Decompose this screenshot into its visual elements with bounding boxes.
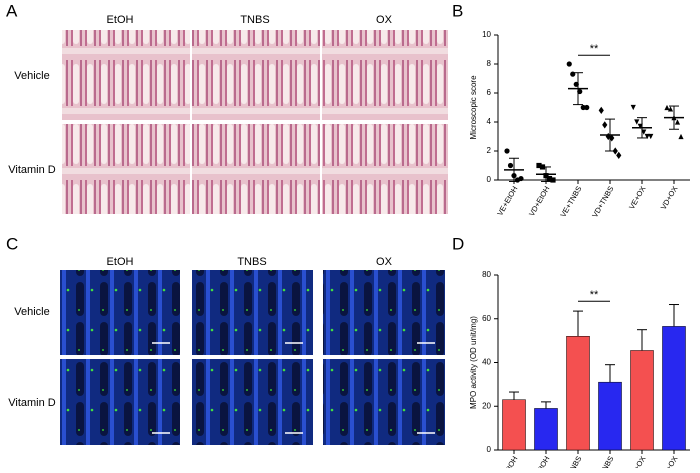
x-tick-label: VD+EtOH xyxy=(527,454,551,468)
x-tick-label: VD+EtOH xyxy=(527,184,551,217)
x-tick-label: VD+OX xyxy=(659,454,680,468)
point xyxy=(634,119,640,125)
point xyxy=(644,133,650,140)
row-label: Vehicle xyxy=(14,306,49,318)
point xyxy=(664,104,670,111)
point xyxy=(648,133,654,140)
column-header: EtOH xyxy=(107,256,134,268)
x-tick-label: VE+OX xyxy=(627,454,647,468)
row-label: Vitamin D xyxy=(8,397,56,409)
y-tick-label: 2 xyxy=(487,146,492,155)
column-header: TNBS xyxy=(237,256,266,268)
bar xyxy=(598,381,622,451)
bar xyxy=(502,399,526,451)
significance-label: ** xyxy=(590,43,599,55)
y-tick-label: 10 xyxy=(482,30,491,39)
row-label: Vehicle xyxy=(14,70,49,82)
point xyxy=(667,106,674,112)
point xyxy=(536,162,542,169)
bar xyxy=(630,350,654,451)
x-tick-label: VE+EtOH xyxy=(495,184,519,217)
column-header: OX xyxy=(376,14,393,26)
column-header: TNBS xyxy=(240,14,269,26)
y-tick-label: 6 xyxy=(487,88,492,97)
significance-label: ** xyxy=(590,289,599,301)
point xyxy=(602,121,608,129)
x-tick-label: VD+OX xyxy=(659,184,680,211)
point xyxy=(550,177,556,183)
fluorescence-images xyxy=(60,270,445,445)
y-tick-label: 0 xyxy=(487,175,492,184)
bar xyxy=(662,326,686,451)
x-tick-label: VE+TNBS xyxy=(558,184,583,218)
y-tick-label: 20 xyxy=(482,401,491,410)
column-header: EtOH xyxy=(107,14,134,26)
x-tick-label: VE+OX xyxy=(627,184,647,210)
point xyxy=(546,175,553,182)
point xyxy=(612,147,618,155)
y-tick-label: 60 xyxy=(482,314,491,323)
point xyxy=(566,61,572,67)
point xyxy=(504,148,510,154)
y-axis-label: MPO activity (OD unit/mg) xyxy=(469,316,478,409)
panel-label: A xyxy=(6,1,18,20)
y-tick-label: 4 xyxy=(487,117,492,126)
x-tick-label: VE+TNBS xyxy=(558,454,583,468)
y-tick-label: 80 xyxy=(482,270,491,279)
panel-label: C xyxy=(6,234,18,253)
point xyxy=(518,175,524,182)
panel-label: D xyxy=(452,234,464,253)
point xyxy=(507,162,514,169)
y-tick-label: 0 xyxy=(487,445,492,454)
bar xyxy=(566,336,590,451)
point xyxy=(584,104,590,111)
x-tick-label: VD+TNBS xyxy=(590,184,615,219)
x-tick-label: VE+EtOH xyxy=(495,454,519,468)
panel-label: B xyxy=(452,1,463,20)
bar xyxy=(534,408,558,451)
point xyxy=(598,106,604,114)
point xyxy=(678,133,684,140)
row-label: Vitamin D xyxy=(8,164,56,176)
point xyxy=(630,104,636,111)
column-header: OX xyxy=(376,256,393,268)
x-tick-label: VD+TNBS xyxy=(590,454,615,468)
histology-images xyxy=(62,30,448,214)
y-tick-label: 8 xyxy=(487,59,492,68)
y-axis-label: Microscopic score xyxy=(469,75,478,140)
point xyxy=(616,151,622,159)
y-tick-label: 40 xyxy=(482,358,491,367)
point xyxy=(674,119,681,125)
